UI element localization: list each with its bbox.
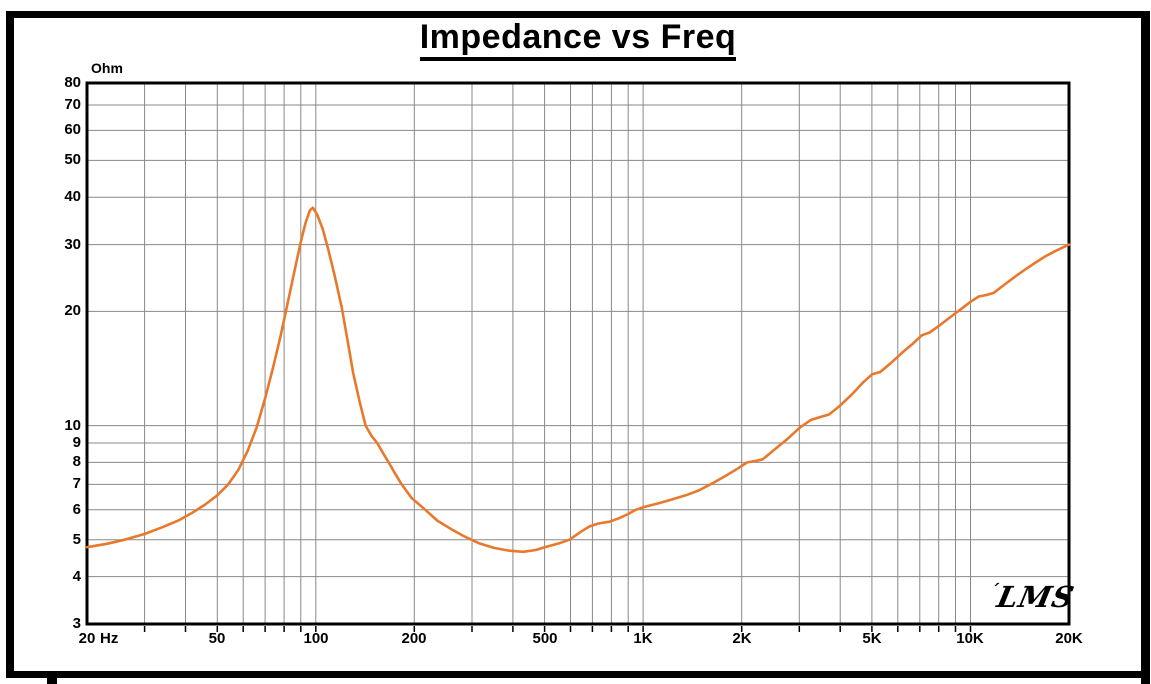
y-tick-label: 6 (72, 501, 81, 518)
chart-title-text: Impedance vs Freq (419, 18, 737, 61)
x-tick-label: 200 (401, 630, 427, 647)
y-tick-label: 3 (72, 615, 81, 632)
y-tick-label: 70 (64, 96, 81, 113)
x-tick-label: 5K (862, 630, 882, 647)
y-tick-label: 60 (64, 121, 81, 138)
y-tick-label: 10 (64, 417, 81, 434)
x-tick-label: 2K (732, 630, 752, 647)
axis-frame (85, 81, 1071, 626)
chart-title: Impedance vs Freq (87, 18, 1069, 61)
x-tick-label: 1K (633, 630, 653, 647)
y-tick-label: 8 (72, 453, 81, 470)
y-axis-unit-label: Ohm (91, 60, 123, 76)
x-tick-label: 20K (1055, 630, 1083, 647)
window-border-right (1141, 11, 1150, 684)
y-tick-label: 50 (64, 151, 81, 168)
window-border-bottom (6, 671, 1141, 678)
x-tick-label: 500 (532, 630, 558, 647)
x-tick-label: 100 (303, 630, 329, 647)
x-tick-label: 50 (208, 630, 226, 647)
next-window-edge (47, 678, 57, 684)
window-border-left (6, 11, 14, 678)
impedance-curve (85, 206, 1071, 554)
y-tick-label: 30 (64, 236, 81, 253)
lms-signature-logo: LMS (988, 580, 1078, 614)
x-tick-label: 20 (78, 630, 96, 647)
y-tick-label: 7 (72, 475, 81, 492)
y-tick-label: 40 (64, 188, 81, 205)
y-tick-label: 9 (72, 434, 81, 451)
window-border-top (6, 11, 1150, 18)
x-axis-unit-label: Hz (100, 630, 119, 647)
y-tick-label: 20 (64, 302, 81, 319)
y-tick-label: 5 (72, 531, 81, 548)
y-tick-label: 80 (64, 74, 81, 91)
x-tick-label: 10K (956, 630, 984, 647)
y-tick-label: 4 (72, 568, 81, 585)
